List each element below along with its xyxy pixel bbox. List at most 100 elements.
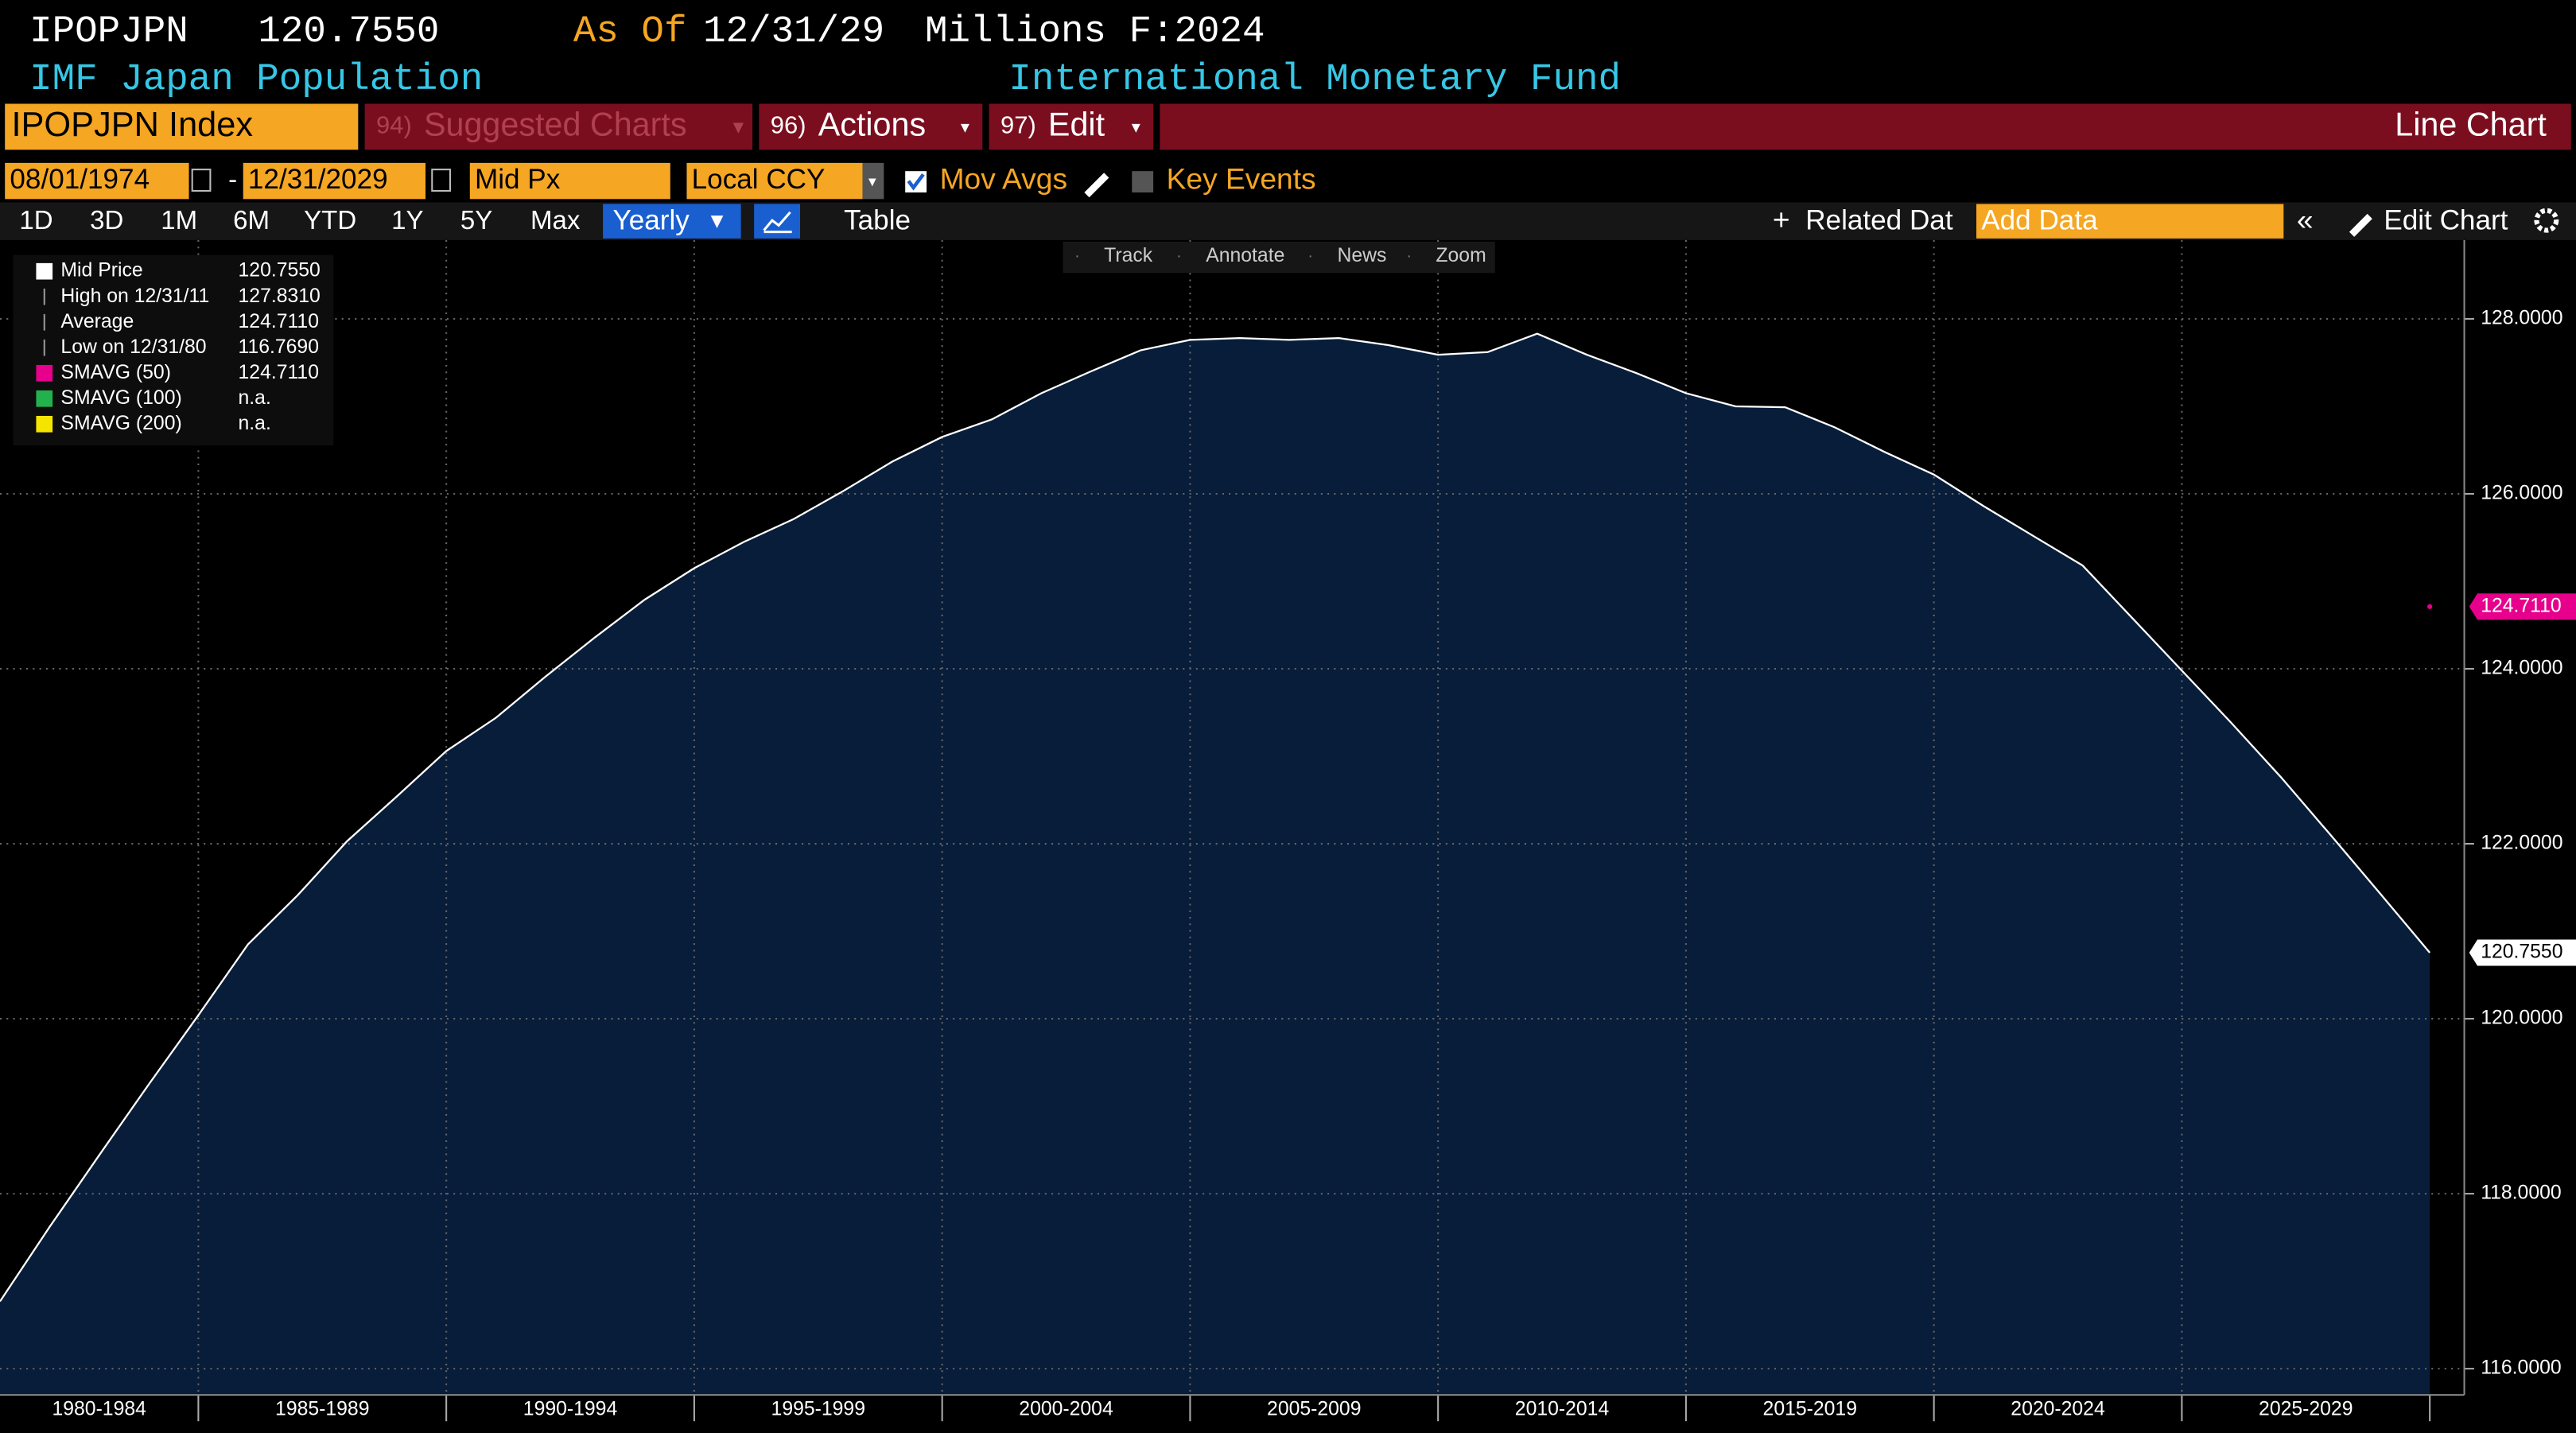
legend-swatch <box>36 390 53 407</box>
x-tick-label: 2015-2019 <box>1763 1398 1857 1419</box>
period-button[interactable]: 6M <box>233 206 270 235</box>
legend-value: 124.7110 <box>239 362 319 383</box>
marker-dot <box>2427 604 2433 609</box>
table-button[interactable]: Table <box>844 205 911 236</box>
currency-select-text: Local CCY <box>692 164 826 195</box>
settings-icon[interactable] <box>2534 208 2559 233</box>
actions-label: Actions <box>818 106 926 142</box>
pencil-icon <box>2349 213 2372 237</box>
tool-icon: · <box>1406 247 1412 265</box>
marker-flag <box>2469 593 2576 620</box>
related-button[interactable]: Related Dat <box>1805 205 1953 236</box>
frequency-button[interactable] <box>603 204 741 239</box>
period-button[interactable]: 1D <box>19 206 52 235</box>
x-tick-label: 2010-2014 <box>1515 1398 1610 1419</box>
marker-flag <box>2469 939 2576 966</box>
line <box>0 332 2431 1303</box>
period-button[interactable]: 3D <box>90 206 123 235</box>
caret: ▼ <box>706 208 728 232</box>
as-of-label: As Of <box>573 10 687 53</box>
pencil-icon[interactable] <box>1084 173 1109 198</box>
legend-value: 124.7110 <box>239 311 319 332</box>
y-tick-label: 118.0000 <box>2481 1183 2561 1204</box>
dropdown[interactable] <box>862 162 884 200</box>
period-button[interactable]: Max <box>530 206 581 235</box>
x-tick-label: 1980-1984 <box>52 1398 146 1419</box>
x-tick-label: 1995-1999 <box>771 1398 865 1419</box>
calendar-icon[interactable] <box>431 169 452 192</box>
start-date[interactable] <box>5 162 189 200</box>
security-field[interactable] <box>5 103 359 150</box>
legend-name: SMAVG (100) <box>60 387 181 409</box>
field-select[interactable] <box>469 162 670 200</box>
y-tick-label: 120.0000 <box>2481 1008 2562 1029</box>
tool-button[interactable]: Track <box>1104 245 1153 266</box>
legend: Mid Price 120.7550 High on 12/31/11 127.831… <box>36 260 321 434</box>
marker-label: 124.7110 <box>2481 595 2561 616</box>
suggested-label: Suggested Charts <box>424 106 687 142</box>
as-of-date: 12/31/29 <box>703 10 884 53</box>
add-data-field[interactable] <box>1976 204 2284 239</box>
chart-icon <box>763 211 792 234</box>
y-tick-label: 122.0000 <box>2481 833 2562 854</box>
start-date-text: 08/01/1974 <box>10 164 150 195</box>
legend-name: Low on 12/31/80 <box>60 336 206 358</box>
y-tick-label: 124.0000 <box>2481 658 2562 679</box>
dash: - <box>228 165 237 194</box>
chart-tools-bar <box>1063 242 1495 274</box>
edit-label: Edit <box>1048 106 1105 142</box>
suggested-button[interactable] <box>364 103 753 150</box>
currency-select[interactable] <box>686 162 863 200</box>
ticker: IPOPJPN <box>29 10 188 53</box>
y-tick-label: 128.0000 <box>2481 308 2562 329</box>
key-events-checkbox[interactable] <box>1132 171 1154 193</box>
tool-icon: · <box>1176 247 1182 265</box>
legend-swatch <box>36 262 53 280</box>
caret: ▼ <box>866 174 879 189</box>
period-button[interactable]: 1Y <box>391 206 423 235</box>
x-tick-label: 2000-2004 <box>1019 1398 1113 1419</box>
legend-name: SMAVG (200) <box>60 413 181 434</box>
legend-value: n.a. <box>239 387 271 409</box>
collapse-button[interactable]: « <box>2297 203 2314 236</box>
actions-button[interactable] <box>759 103 983 150</box>
check <box>907 173 925 191</box>
actions-num: 96) <box>771 111 806 139</box>
tool-icon: · <box>1307 247 1313 265</box>
caret: ▼ <box>1129 118 1143 135</box>
tool-button[interactable]: Annotate <box>1206 245 1284 266</box>
plus: + <box>1773 203 1790 236</box>
tool-icon: · <box>1074 247 1080 265</box>
caret: ▼ <box>958 118 972 135</box>
caret: ▼ <box>729 116 747 137</box>
period-buttons: 1D 3D 1M 6M YTD 1Y 5Y Max <box>19 206 581 235</box>
title-bar <box>1160 103 2571 150</box>
period-button[interactable]: YTD <box>304 206 356 235</box>
legend-swatch <box>36 415 53 433</box>
key-events-label: Key Events <box>1167 161 1316 195</box>
chart-type: Line Chart <box>2395 106 2547 142</box>
area <box>0 333 2430 1396</box>
chart-tools: · Track · Annotate · News · Zoom <box>1074 245 1486 266</box>
legend-name: High on 12/31/11 <box>60 285 209 307</box>
x-tick-label: 2020-2024 <box>2011 1398 2105 1419</box>
marker-label: 120.7550 <box>2481 942 2562 963</box>
end-date[interactable] <box>243 162 426 200</box>
end-date-text: 12/31/2029 <box>248 164 388 195</box>
chart-icon-button[interactable] <box>754 204 800 239</box>
calendar-icon[interactable] <box>191 169 212 192</box>
add-data-placeholder: Add Data <box>1981 205 2098 236</box>
legend-value: 120.7550 <box>239 260 321 282</box>
mov-avgs-label: Mov Avgs <box>940 161 1067 195</box>
legend-name: SMAVG (50) <box>60 362 171 383</box>
source: International Monetary Fund <box>1008 58 1621 101</box>
edit-button[interactable] <box>989 103 1154 150</box>
legend-name: Average <box>60 311 134 332</box>
tool-button[interactable]: Zoom <box>1436 245 1486 266</box>
period-button[interactable]: 5Y <box>460 206 492 235</box>
edit-chart-button[interactable]: Edit Chart <box>2384 205 2508 236</box>
period-button[interactable]: 1M <box>161 206 197 235</box>
legend-swatch <box>36 364 53 382</box>
tool-button[interactable]: News <box>1337 245 1386 266</box>
